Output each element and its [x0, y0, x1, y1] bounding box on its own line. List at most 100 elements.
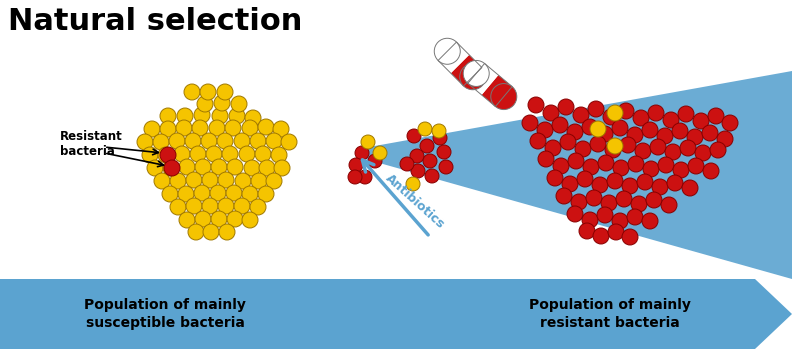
Circle shape — [439, 160, 453, 174]
Circle shape — [160, 121, 176, 137]
Circle shape — [693, 113, 709, 129]
Circle shape — [160, 147, 176, 163]
Circle shape — [177, 108, 193, 124]
Circle shape — [673, 162, 689, 178]
Circle shape — [607, 173, 623, 189]
Circle shape — [463, 60, 490, 87]
Circle shape — [266, 173, 282, 189]
Circle shape — [274, 160, 290, 176]
Circle shape — [567, 124, 583, 140]
Circle shape — [588, 101, 604, 117]
Circle shape — [239, 146, 255, 162]
Circle shape — [361, 135, 375, 149]
Circle shape — [643, 161, 659, 177]
Circle shape — [622, 229, 638, 245]
Circle shape — [567, 206, 583, 222]
Circle shape — [201, 133, 217, 149]
Circle shape — [226, 185, 242, 201]
Circle shape — [607, 105, 623, 121]
Circle shape — [184, 84, 200, 100]
Circle shape — [190, 146, 206, 162]
Circle shape — [235, 173, 251, 189]
Circle shape — [558, 99, 574, 115]
Circle shape — [229, 108, 245, 124]
Circle shape — [530, 133, 546, 149]
Circle shape — [592, 177, 608, 193]
Circle shape — [710, 142, 726, 158]
Circle shape — [411, 164, 425, 178]
Circle shape — [627, 209, 643, 225]
Circle shape — [217, 84, 233, 100]
Circle shape — [170, 173, 186, 189]
Circle shape — [562, 176, 578, 192]
Circle shape — [202, 172, 218, 188]
Polygon shape — [482, 75, 512, 106]
Circle shape — [349, 158, 363, 172]
Circle shape — [266, 133, 282, 149]
Circle shape — [642, 122, 658, 138]
Circle shape — [192, 120, 208, 136]
Circle shape — [163, 160, 179, 176]
Circle shape — [373, 146, 387, 160]
Circle shape — [154, 173, 170, 189]
Circle shape — [586, 190, 602, 206]
Circle shape — [575, 141, 591, 157]
Circle shape — [251, 173, 267, 189]
Circle shape — [255, 146, 271, 162]
Circle shape — [227, 159, 243, 175]
Circle shape — [603, 109, 619, 125]
Circle shape — [560, 134, 576, 150]
Circle shape — [219, 224, 235, 240]
Circle shape — [211, 159, 227, 175]
Circle shape — [242, 186, 258, 202]
Circle shape — [680, 140, 696, 156]
Circle shape — [579, 223, 595, 239]
Circle shape — [543, 105, 559, 121]
Text: Natural selection: Natural selection — [8, 7, 302, 36]
Circle shape — [583, 159, 599, 175]
Circle shape — [695, 145, 711, 161]
Circle shape — [637, 174, 653, 190]
Circle shape — [179, 159, 195, 175]
Circle shape — [657, 128, 673, 144]
Circle shape — [620, 137, 636, 153]
Circle shape — [281, 134, 297, 150]
Circle shape — [573, 107, 589, 123]
Circle shape — [682, 180, 698, 196]
Circle shape — [635, 143, 651, 159]
Circle shape — [170, 199, 186, 215]
Circle shape — [406, 177, 420, 191]
Circle shape — [242, 212, 258, 228]
Circle shape — [174, 146, 190, 162]
Circle shape — [538, 151, 554, 167]
Circle shape — [593, 228, 609, 244]
Circle shape — [218, 172, 234, 188]
Circle shape — [547, 170, 563, 186]
Circle shape — [225, 120, 241, 136]
Circle shape — [631, 196, 647, 212]
Circle shape — [590, 121, 606, 137]
Circle shape — [553, 158, 569, 174]
Circle shape — [708, 108, 724, 124]
Circle shape — [601, 195, 617, 211]
Circle shape — [633, 110, 649, 126]
Circle shape — [200, 84, 216, 100]
Circle shape — [582, 212, 598, 228]
Circle shape — [222, 146, 238, 162]
Circle shape — [688, 158, 704, 174]
Circle shape — [169, 133, 185, 149]
Circle shape — [545, 140, 561, 156]
Circle shape — [577, 171, 593, 187]
Circle shape — [186, 198, 202, 214]
Circle shape — [206, 146, 222, 162]
Circle shape — [571, 194, 587, 210]
Circle shape — [648, 105, 664, 121]
Circle shape — [195, 211, 211, 227]
Circle shape — [616, 191, 632, 207]
Circle shape — [211, 211, 227, 227]
Circle shape — [597, 207, 613, 223]
Circle shape — [234, 133, 250, 149]
Circle shape — [195, 159, 211, 175]
Circle shape — [618, 103, 634, 119]
Circle shape — [598, 155, 614, 171]
